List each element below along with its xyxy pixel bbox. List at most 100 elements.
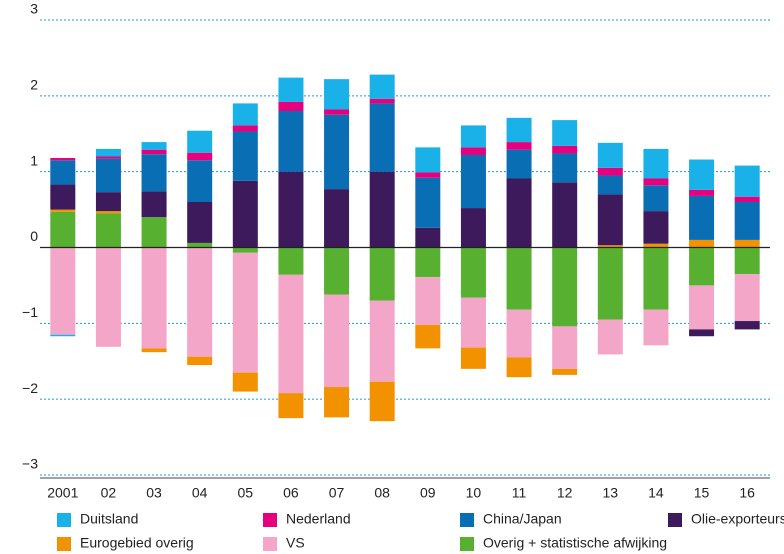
x-tick-label: 02 [101, 485, 117, 501]
legend-label: VS [286, 535, 305, 551]
bar-segment [506, 247, 532, 310]
x-tick-label: 04 [192, 485, 208, 501]
bar-segment [689, 285, 715, 330]
bar-segment [643, 211, 669, 244]
bar-segment [506, 117, 532, 143]
bar-segment [278, 101, 304, 111]
bar-segment [506, 142, 532, 150]
bar-segment [369, 103, 395, 172]
bar-segment [689, 195, 715, 240]
bar-segment [95, 211, 121, 214]
bar-segment [141, 217, 167, 248]
bar-segment [324, 294, 350, 388]
bar-segment [506, 309, 532, 358]
bar-segment [50, 211, 76, 248]
bar-segment [278, 393, 304, 419]
bar-segment [506, 178, 532, 248]
legend-label: Eurogebied overig [80, 535, 194, 551]
bar-segment [689, 247, 715, 286]
bar-segment [597, 319, 623, 355]
bar-segment [50, 158, 76, 161]
bar-segment [187, 242, 213, 248]
legend-swatch [263, 513, 277, 527]
bar-segment [369, 300, 395, 382]
bar-segment [232, 180, 258, 248]
bar-segment [415, 177, 441, 228]
x-tick-label: 11 [512, 485, 527, 501]
bar-segment [643, 185, 669, 212]
x-tick-label: 08 [374, 485, 390, 501]
bar-segment [141, 191, 167, 218]
bar-segment [232, 372, 258, 392]
bar-segment [460, 347, 486, 369]
x-tick-label: 07 [329, 485, 345, 501]
bar-segment [278, 111, 304, 172]
bar-segment [460, 247, 486, 298]
bar-segment [643, 247, 669, 310]
legend-label: Overig + statistische afwijking [483, 535, 667, 551]
bar-segment [460, 208, 486, 248]
bar-segment [415, 277, 441, 325]
bar-segment [734, 274, 760, 322]
bar-segment [552, 145, 578, 154]
bar-segment [141, 142, 167, 150]
bar-segment [552, 247, 578, 327]
bar-segment [552, 120, 578, 146]
x-tick-label: 2001 [47, 485, 78, 501]
bar-segment [95, 156, 121, 159]
bar-segment [232, 247, 258, 253]
bar-segment [141, 348, 167, 353]
bar-segment [552, 153, 578, 183]
legend-label: Nederland [286, 511, 351, 527]
bar-segment [460, 147, 486, 155]
bar-segment [141, 149, 167, 155]
x-tick-label: 09 [420, 485, 436, 501]
bar-segment [369, 247, 395, 301]
bar-segment [187, 152, 213, 161]
legend-label: Duitsland [80, 511, 138, 527]
bar-segment [597, 247, 623, 320]
bar-segment [506, 149, 532, 179]
y-tick-label: −1 [22, 304, 38, 320]
bar-segment [369, 74, 395, 99]
bar-segment [232, 103, 258, 126]
x-tick-label: 12 [557, 485, 573, 501]
bar-segment [187, 356, 213, 366]
legend-swatch [57, 513, 71, 527]
bar-segment [552, 182, 578, 248]
bar-segment [50, 247, 76, 335]
x-tick-label: 16 [739, 485, 755, 501]
bar-segment [734, 321, 760, 330]
bar-segment [460, 154, 486, 209]
bar-segment [415, 247, 441, 278]
bar-segment [689, 239, 715, 248]
bar-segment [278, 274, 304, 394]
bar-segment [643, 178, 669, 186]
bar-segment [552, 326, 578, 369]
legend-label: China/Japan [483, 511, 562, 527]
bar-segment [369, 381, 395, 422]
bar-segment [597, 167, 623, 176]
legend-swatch [460, 537, 474, 551]
legend-swatch [263, 537, 277, 551]
bar-segment [278, 77, 304, 102]
x-tick-label: 13 [603, 485, 619, 501]
legend-swatch [57, 537, 71, 551]
bar-segment [734, 247, 760, 275]
bar-segment [324, 387, 350, 418]
bar-segment [95, 192, 121, 212]
x-tick-label: 10 [466, 485, 482, 501]
y-tick-label: −2 [22, 380, 38, 396]
bar-segment [415, 324, 441, 349]
bar-segment [643, 148, 669, 179]
bar-segment [689, 329, 715, 337]
bar-segment [187, 160, 213, 202]
legend-swatch [668, 513, 682, 527]
bar-segment [689, 159, 715, 190]
bar-segment [232, 125, 258, 132]
bar-segment [415, 227, 441, 248]
legend-swatch [460, 513, 474, 527]
bar-segment [95, 148, 121, 157]
bar-segment [734, 165, 760, 197]
